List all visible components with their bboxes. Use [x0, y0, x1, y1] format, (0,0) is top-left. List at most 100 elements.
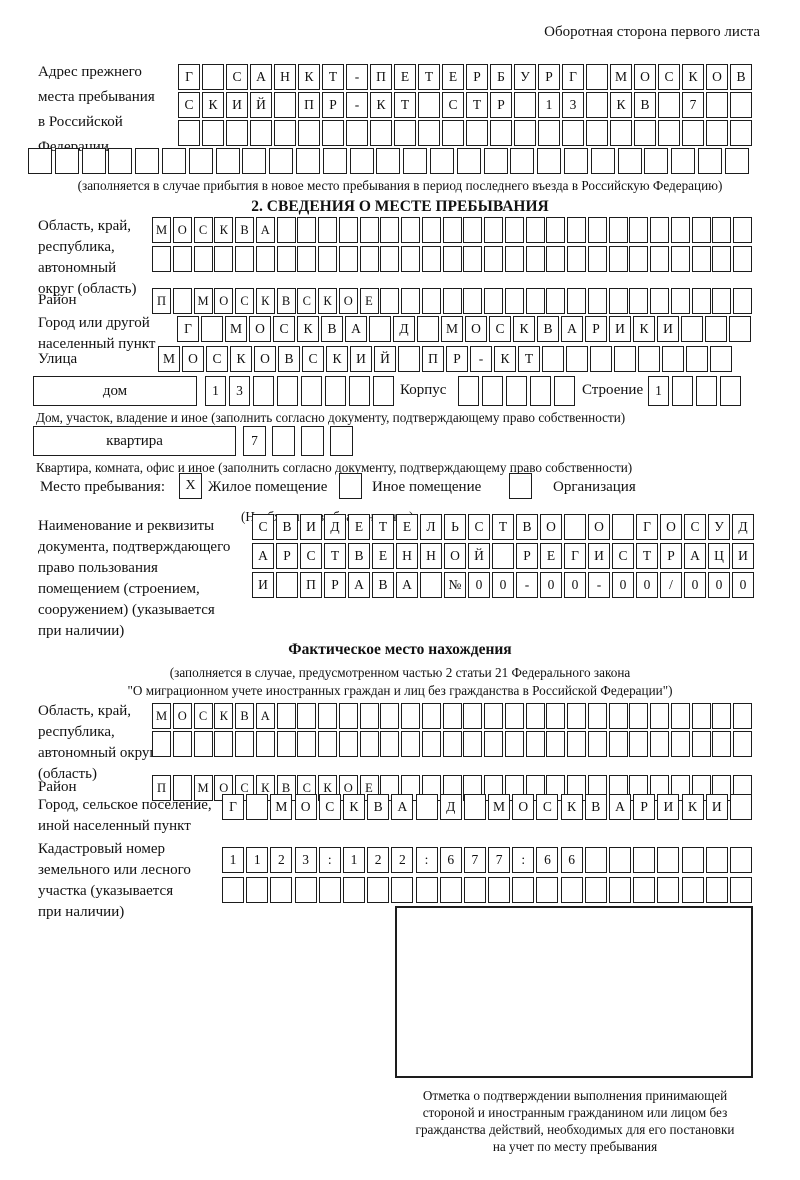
char-cell[interactable]	[629, 217, 649, 243]
char-cell[interactable]	[161, 148, 186, 174]
char-cell[interactable]	[670, 246, 690, 272]
char-cell[interactable]: И	[705, 794, 728, 820]
char-cell[interactable]: Т	[518, 346, 540, 372]
char-cell[interactable]	[504, 288, 524, 314]
char-cell[interactable]	[380, 217, 400, 243]
char-cell[interactable]: А	[561, 316, 583, 342]
char-cell[interactable]: 2	[367, 847, 390, 873]
char-cell[interactable]	[657, 847, 680, 873]
char-cell[interactable]	[415, 794, 438, 820]
char-cell[interactable]: Г	[562, 64, 584, 90]
char-cell[interactable]	[691, 288, 711, 314]
char-cell[interactable]: В	[730, 64, 752, 90]
char-cell[interactable]	[394, 120, 416, 146]
char-cell[interactable]	[590, 148, 615, 174]
char-cell[interactable]: 1	[205, 376, 226, 406]
char-cell[interactable]	[297, 703, 317, 729]
char-cell[interactable]	[250, 120, 272, 146]
char-cell[interactable]: С	[442, 92, 464, 118]
char-cell[interactable]: -	[516, 572, 538, 598]
char-cell[interactable]	[81, 148, 106, 174]
char-cell[interactable]: -	[588, 572, 610, 598]
char-cell[interactable]: М	[152, 703, 171, 729]
char-cell[interactable]	[691, 703, 711, 729]
char-cell[interactable]: И	[657, 794, 680, 820]
char-cell[interactable]	[380, 246, 400, 272]
char-cell[interactable]	[202, 64, 224, 90]
char-cell[interactable]: Г	[222, 794, 244, 820]
char-cell[interactable]	[705, 316, 727, 342]
char-cell[interactable]	[482, 376, 503, 406]
char-cell[interactable]	[538, 120, 560, 146]
char-cell[interactable]	[608, 703, 628, 729]
char-cell[interactable]: Е	[372, 543, 394, 569]
char-cell[interactable]: Ь	[444, 514, 466, 540]
char-cell[interactable]	[504, 246, 524, 272]
char-cell[interactable]	[346, 120, 368, 146]
char-cell[interactable]: В	[278, 346, 300, 372]
char-cell[interactable]	[246, 877, 269, 903]
char-cell[interactable]	[463, 288, 483, 314]
char-cell[interactable]: :	[318, 847, 341, 873]
char-cell[interactable]: Р	[466, 64, 488, 90]
char-cell[interactable]: И	[350, 346, 372, 372]
char-cell[interactable]: О	[249, 316, 271, 342]
char-cell[interactable]: Т	[636, 543, 658, 569]
char-cell[interactable]	[421, 703, 441, 729]
char-cell[interactable]: 3	[562, 92, 584, 118]
char-cell[interactable]	[367, 877, 390, 903]
char-cell[interactable]	[587, 288, 607, 314]
char-cell[interactable]	[456, 148, 481, 174]
char-cell[interactable]	[28, 148, 52, 174]
char-cell[interactable]	[108, 148, 133, 174]
char-cell[interactable]	[629, 288, 649, 314]
char-cell[interactable]	[415, 877, 438, 903]
char-cell[interactable]: 1	[342, 847, 365, 873]
char-cell[interactable]: Е	[442, 64, 464, 90]
char-cell[interactable]	[401, 288, 420, 314]
char-cell[interactable]	[612, 514, 634, 540]
char-cell[interactable]: У	[514, 64, 536, 90]
char-cell[interactable]	[401, 217, 420, 243]
char-cell[interactable]	[401, 703, 420, 729]
char-cell[interactable]	[560, 877, 583, 903]
char-cell[interactable]	[608, 288, 628, 314]
char-cell[interactable]	[276, 731, 296, 757]
char-cell[interactable]	[510, 148, 535, 174]
char-cell[interactable]	[587, 217, 607, 243]
char-cell[interactable]: П	[422, 346, 444, 372]
char-cell[interactable]: К	[342, 794, 365, 820]
char-cell[interactable]	[682, 120, 704, 146]
checkbox-other-premises[interactable]	[339, 473, 362, 499]
char-cell[interactable]: О	[254, 346, 276, 372]
char-cell[interactable]	[590, 346, 612, 372]
char-cell[interactable]	[193, 731, 213, 757]
char-cell[interactable]	[670, 703, 690, 729]
char-cell[interactable]	[463, 246, 483, 272]
char-cell[interactable]: А	[250, 64, 272, 90]
char-cell[interactable]	[242, 148, 267, 174]
char-cell[interactable]: К	[214, 217, 234, 243]
char-cell[interactable]	[391, 877, 414, 903]
char-cell[interactable]	[322, 148, 347, 174]
char-cell[interactable]: Г	[178, 64, 200, 90]
char-cell[interactable]: М	[152, 217, 171, 243]
char-cell[interactable]	[463, 877, 486, 903]
char-cell[interactable]	[318, 703, 337, 729]
char-cell[interactable]	[214, 731, 234, 757]
char-cell[interactable]	[359, 731, 379, 757]
char-cell[interactable]: В	[634, 92, 656, 118]
char-cell[interactable]	[546, 288, 566, 314]
char-cell[interactable]	[720, 376, 741, 406]
char-cell[interactable]	[546, 246, 566, 272]
char-cell[interactable]	[712, 246, 732, 272]
char-cell[interactable]	[202, 120, 224, 146]
char-cell[interactable]	[697, 148, 722, 174]
char-cell[interactable]	[609, 847, 631, 873]
char-cell[interactable]: /	[660, 572, 682, 598]
char-cell[interactable]	[729, 794, 752, 820]
char-cell[interactable]: Р	[660, 543, 682, 569]
char-cell[interactable]	[301, 426, 324, 456]
char-cell[interactable]: 0	[732, 572, 754, 598]
char-cell[interactable]: Е	[359, 288, 379, 314]
